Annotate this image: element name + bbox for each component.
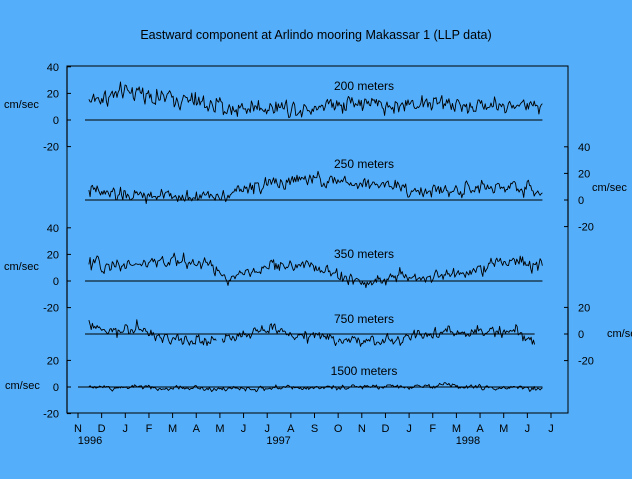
x-tick-label: O (334, 423, 343, 435)
y-tick-label: 20 (578, 302, 590, 314)
y-tick-label: 20 (47, 88, 59, 100)
series-name-label: 350 meters (334, 247, 394, 261)
y-tick-label: 0 (578, 329, 584, 341)
panel-350-meters: 40 20 0 -20 cm/sec 350 meters (4, 223, 543, 315)
year-label: 1996 (78, 435, 102, 447)
series-line-750-meters-1 (221, 323, 338, 347)
series-name-label: 200 meters (334, 79, 394, 93)
x-tick-label: A (476, 423, 484, 435)
x-tick-label: J (264, 423, 270, 435)
year-label: 1997 (266, 435, 290, 447)
x-axis: N D J F M A M J J A S O N D J F M A M J J 1996 1997 1998 (74, 413, 554, 447)
unit-label: cm/sec (592, 182, 627, 194)
chart-title: Eastward component at Arlindo mooring Ma… (140, 28, 491, 42)
y-tick-label: 0 (53, 115, 59, 127)
y-tick-label: -20 (43, 142, 59, 154)
series-name-label: 750 meters (334, 312, 394, 326)
series-line-1500-meters-0 (88, 382, 543, 393)
x-tick-label: D (381, 423, 389, 435)
y-tick-label: 0 (53, 276, 59, 288)
y-tick-label: 40 (578, 142, 590, 154)
x-tick-label: M (168, 423, 177, 435)
x-tick-label: J (406, 423, 412, 435)
panel-200-meters: 40 20 0 -20 cm/sec 200 meters (4, 62, 543, 154)
panel-250-meters: 40 20 0 -20 cm/sec 250 meters (85, 142, 627, 234)
unit-label: cm/sec (4, 99, 39, 111)
series-line-350-meters-0 (88, 252, 543, 289)
series-name-label: 1500 meters (331, 364, 398, 378)
x-tick-label: J (241, 423, 247, 435)
x-tick-label: N (358, 423, 366, 435)
y-tick-label: 0 (578, 195, 584, 207)
x-tick-label: M (499, 423, 508, 435)
x-tick-label: A (287, 423, 295, 435)
y-tick-label: 20 (47, 249, 59, 261)
x-tick-label: M (215, 423, 224, 435)
y-tick-label: 20 (578, 168, 590, 180)
series-line-200-meters-0 (88, 81, 543, 119)
series-name-label: 250 meters (334, 157, 394, 171)
plot-frame (66, 65, 569, 414)
series-line-750-meters-0 (88, 319, 217, 347)
x-tick-label: J (525, 423, 531, 435)
unit-label: cm/sec (4, 261, 39, 273)
panel-1500-meters: 20 0 -20 cm/sec 1500 meters (5, 355, 543, 421)
x-tick-label: S (311, 423, 318, 435)
year-label: 1998 (456, 435, 480, 447)
x-tick-label: D (98, 423, 106, 435)
y-tick-label: -20 (578, 222, 594, 234)
x-tick-label: J (123, 423, 129, 435)
x-tick-label: J (548, 423, 554, 435)
y-tick-label: 40 (47, 62, 59, 74)
y-tick-label: -20 (578, 356, 594, 368)
y-tick-label: 0 (53, 382, 59, 394)
y-tick-label: 20 (47, 355, 59, 367)
unit-label: cm/sec (5, 380, 40, 392)
panels-group: 40 20 0 -20 cm/sec 200 meters 40 20 0 -20 cm/sec 25… (4, 62, 632, 421)
series-line-750-meters-2 (337, 324, 536, 347)
y-tick-label: 40 (47, 223, 59, 235)
x-tick-label: A (193, 423, 201, 435)
unit-label: cm/sec (607, 328, 632, 340)
y-tick-label: -20 (43, 409, 59, 421)
x-tick-label: F (429, 423, 436, 435)
x-tick-label: F (146, 423, 153, 435)
x-tick-label: M (452, 423, 461, 435)
y-tick-label: -20 (43, 303, 59, 315)
series-line-250-meters-0 (88, 170, 543, 205)
panel-750-meters: 20 0 -20 cm/sec 750 meters (85, 302, 632, 368)
x-tick-label: N (74, 423, 82, 435)
